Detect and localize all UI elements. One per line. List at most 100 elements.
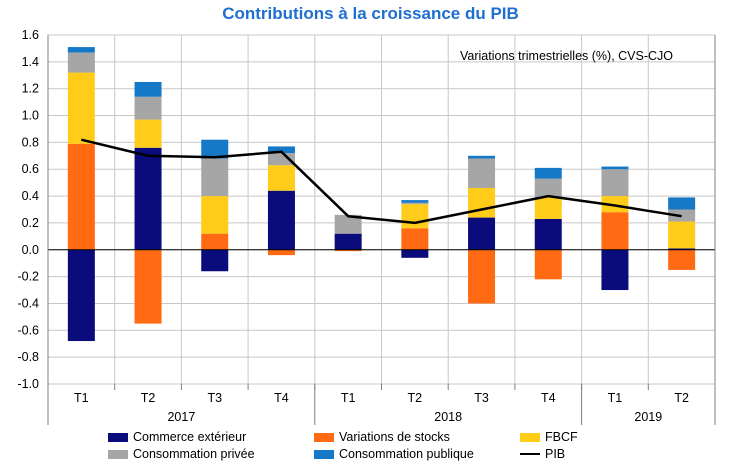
bar-privee xyxy=(401,202,429,205)
bar-commerce xyxy=(668,248,696,250)
bar-fbcf xyxy=(67,72,95,144)
bar-commerce xyxy=(468,217,496,250)
y-tick-label: -0.2 xyxy=(17,270,39,284)
bar-stocks xyxy=(468,249,496,304)
y-tick-label: -0.8 xyxy=(17,350,39,364)
legend-label: Consommation publique xyxy=(339,447,474,461)
legend-swatch-pib xyxy=(520,453,540,455)
y-tick-label: -0.6 xyxy=(17,323,39,337)
legend-item-publique: Consommation publique xyxy=(314,447,474,461)
bar-privee xyxy=(201,158,229,197)
y-tick-label: -1.0 xyxy=(17,377,39,391)
x-tick-label: T4 xyxy=(274,391,289,405)
bar-privee xyxy=(601,169,629,197)
bar-stocks xyxy=(601,212,629,250)
legend-item-pib: PIB xyxy=(520,447,565,461)
y-tick-label: 1.0 xyxy=(22,109,39,123)
legend-label: Consommation privée xyxy=(133,447,255,461)
x-tick-label: T1 xyxy=(608,391,623,405)
legend-label: FBCF xyxy=(545,430,578,444)
y-tick-label: 1.4 xyxy=(22,55,39,69)
legend: Commerce extérieur Variations de stocks … xyxy=(108,428,708,462)
bar-publique xyxy=(534,167,562,179)
bar-privee xyxy=(67,52,95,73)
bar-commerce xyxy=(534,218,562,250)
bar-stocks xyxy=(67,143,95,250)
x-tick-label: T3 xyxy=(474,391,489,405)
bar-privee xyxy=(468,158,496,189)
legend-swatch-privee xyxy=(108,449,128,459)
x-tick-label: T2 xyxy=(674,391,689,405)
legend-swatch-commerce xyxy=(108,432,128,442)
bar-commerce xyxy=(67,249,95,342)
legend-label: Variations de stocks xyxy=(339,430,450,444)
pib-line xyxy=(81,138,682,225)
bar-fbcf xyxy=(601,196,629,213)
bars xyxy=(67,47,696,342)
bar-commerce xyxy=(134,147,162,250)
bar-commerce xyxy=(267,190,295,250)
pib-line-layer xyxy=(81,138,682,225)
bar-publique xyxy=(468,155,496,159)
bar-publique xyxy=(134,81,162,97)
legend-item-stocks: Variations de stocks xyxy=(314,430,450,444)
y-tick-label: -0.4 xyxy=(17,296,39,310)
legend-item-commerce: Commerce extérieur xyxy=(108,430,246,444)
x-tick-label: T3 xyxy=(207,391,222,405)
axes: 1.6 1.4 1.2 1.0 0.8 0.6 0.4 0.2 0.0 -0.2 -0.4 -0.6 -… xyxy=(17,28,716,425)
bar-commerce xyxy=(401,249,429,258)
year-label: 2018 xyxy=(434,410,462,424)
year-label: 2017 xyxy=(167,410,195,424)
legend-item-privee: Consommation privée xyxy=(108,447,255,461)
bar-commerce xyxy=(601,249,629,291)
bar-stocks xyxy=(334,249,362,252)
bar-stocks xyxy=(201,233,229,250)
x-tick-label: T4 xyxy=(541,391,556,405)
bar-fbcf xyxy=(134,119,162,148)
year-label: 2019 xyxy=(634,410,662,424)
bar-privee xyxy=(134,96,162,120)
y-tick-label: 0.2 xyxy=(22,216,39,230)
bar-fbcf xyxy=(534,197,562,219)
x-tick-label: T2 xyxy=(408,391,423,405)
bar-privee xyxy=(334,214,362,234)
bar-fbcf xyxy=(468,188,496,218)
chart-title: Contributions à la croissance du PIB xyxy=(222,4,519,23)
bar-publique xyxy=(668,197,696,210)
y-tick-label: 0.0 xyxy=(22,243,39,257)
legend-label: Commerce extérieur xyxy=(133,430,247,444)
bar-publique xyxy=(67,47,95,53)
x-tick-label: T2 xyxy=(141,391,156,405)
bar-fbcf xyxy=(668,221,696,249)
bar-publique xyxy=(201,139,229,159)
bar-fbcf xyxy=(401,204,429,229)
x-tick-label: T1 xyxy=(341,391,356,405)
x-tick-label: T1 xyxy=(74,391,89,405)
y-tick-label: 1.2 xyxy=(22,82,39,96)
bar-privee xyxy=(534,178,562,198)
bar-fbcf xyxy=(201,196,229,234)
bar-publique xyxy=(601,166,629,170)
bar-commerce xyxy=(201,249,229,272)
bar-stocks xyxy=(534,249,562,280)
legend-item-fbcf: FBCF xyxy=(520,430,578,444)
y-tick-label: 0.8 xyxy=(22,135,39,149)
chart-annotation: Variations trimestrielles (%), CVS-CJO xyxy=(460,49,673,63)
legend-label: PIB xyxy=(545,447,566,461)
legend-swatch-publique xyxy=(314,449,334,459)
y-tick-label: 0.6 xyxy=(22,162,39,176)
legend-swatch-stocks xyxy=(314,432,334,442)
bar-fbcf xyxy=(267,165,295,191)
legend-swatch-fbcf xyxy=(520,432,540,442)
bar-stocks xyxy=(401,228,429,250)
y-tick-label: 0.4 xyxy=(22,189,39,203)
bar-privee xyxy=(267,153,295,166)
bar-stocks xyxy=(668,249,696,270)
bar-publique xyxy=(267,146,295,154)
bar-publique xyxy=(401,200,429,203)
bar-stocks xyxy=(267,249,295,256)
bar-stocks xyxy=(134,249,162,324)
y-tick-label: 1.6 xyxy=(22,28,39,42)
bar-commerce xyxy=(334,233,362,250)
